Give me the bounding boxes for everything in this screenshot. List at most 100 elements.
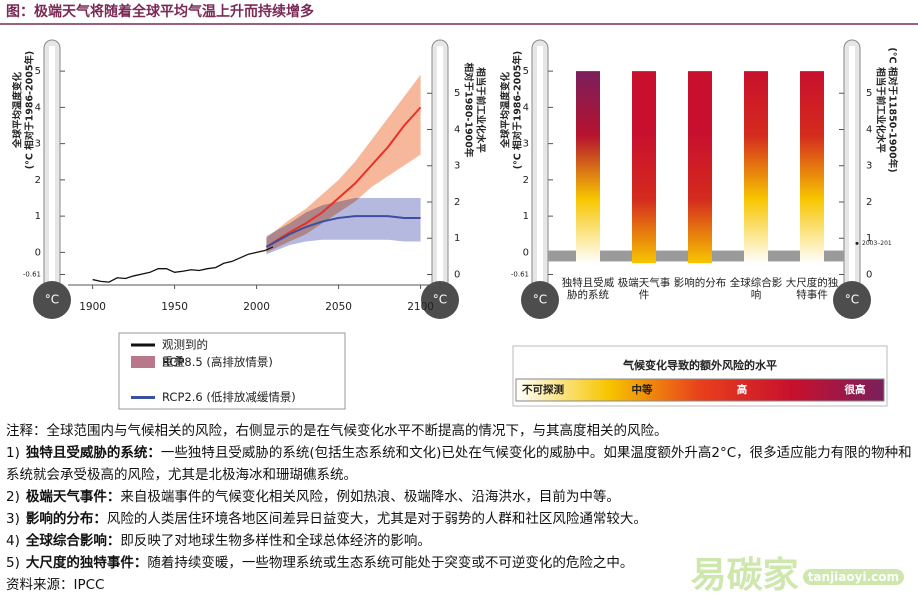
legend-label: RCP8.5 (高排放情景) — [162, 355, 273, 369]
y2-tick-label: 0 — [866, 269, 872, 280]
note-item: 5) 大尺度的独特事件：随着持续变暖，一些物理系统或生态系统可能处于突变或不可逆变… — [6, 552, 912, 574]
y2-tick-label: 2 — [866, 197, 872, 208]
note-head: 独特且受威胁的系统： — [25, 445, 161, 461]
notes: 注释：全球范围内与气候相关的风险，右侧显示的是在气候变化水平不断提高的情况下，与… — [6, 420, 912, 596]
note-num: 4) — [6, 533, 20, 549]
figure-title: 图：极端天气将随着全球平均气温上升而持续增多 — [6, 3, 314, 20]
source: 资料来源：IPCC — [6, 577, 105, 593]
note-num: 5) — [6, 555, 20, 571]
thermometer-core — [849, 46, 855, 286]
uncertainty-band — [266, 198, 421, 255]
annotation: 2003–201 — [862, 240, 892, 247]
bar — [632, 71, 656, 264]
y-tick-label: 5 — [523, 66, 529, 77]
y-tick-label: 4 — [35, 102, 41, 113]
unit-label: °C — [845, 293, 859, 307]
watermark: 易碳家 tanjiaoyi.com — [691, 546, 904, 598]
x-tick-label: 2100 — [407, 301, 434, 313]
y-axis-label: (°C 相对于1986-2005年) — [24, 51, 36, 170]
series-line — [92, 246, 274, 283]
chart: 图：极端天气将随着全球平均气温上升而持续增多 °C °C -0.61 0 1 2 3 4 5 0 1… — [0, 3, 918, 410]
thermometer-bulb — [421, 281, 459, 319]
note-head: 大尺度的独特事件： — [25, 555, 148, 571]
x-tick-label: 全球综合影响 — [729, 277, 783, 301]
y2-tick-label: 0 — [454, 269, 460, 280]
y2-tick-label: 1 — [866, 233, 872, 244]
note-num: 2) — [6, 489, 20, 505]
thermometer-bulb — [33, 281, 71, 319]
note-text: 风险的人类居住环境各地区间差异日益变大，尤其是对于弱势的人群和社区风险通常较大。 — [106, 511, 647, 527]
bar — [800, 71, 824, 264]
y2-axis-label: 相当于前工业化水平 — [875, 67, 887, 153]
x-tick-label: 2050 — [325, 301, 352, 313]
unit-label: °C — [45, 293, 59, 307]
unit-label: °C — [533, 293, 547, 307]
y-tick-label: -0.61 — [511, 270, 529, 278]
note-text: 即反映了对地球生物多样性和全球总体经济的影响。 — [120, 533, 431, 549]
annotation-dot — [855, 241, 859, 245]
y-tick-label: 0 — [523, 247, 529, 258]
bar — [576, 71, 600, 264]
note-items: 1) 独特且受威胁的系统：一些独特且受威胁的系统(包括生态系统和文化)已处在气候变… — [6, 442, 912, 574]
y2-tick-label: 2 — [454, 197, 460, 208]
note-num: 1) — [6, 445, 20, 461]
y2-tick-label: 4 — [866, 124, 872, 135]
thermometer-bulb — [521, 281, 559, 319]
risk-gradient-bar — [515, 378, 885, 402]
unit-label: °C — [433, 293, 447, 307]
risk-level-label: 很高 — [844, 383, 866, 396]
y-tick-label: 2 — [35, 175, 41, 186]
series-line — [265, 215, 421, 248]
watermark-brand: 易碳家 — [690, 555, 799, 596]
watermark-site: tanjiaoyi.com — [802, 569, 904, 585]
note-num: 3) — [6, 511, 20, 527]
thermometer-core — [49, 46, 55, 286]
legend-label: RCP2.6 (低排放减缓情景) — [162, 390, 296, 404]
x-tick-label: 1900 — [79, 301, 106, 313]
risk-level-label: 高 — [737, 383, 748, 396]
thermometer-bulb — [833, 281, 871, 319]
y-tick-label: -0.61 — [23, 270, 41, 278]
y2-tick-label: 5 — [866, 88, 872, 99]
note-head: 全球综合影响： — [25, 533, 121, 549]
legend-swatch — [131, 356, 155, 368]
x-label-box: 大尺度的独特事件 — [786, 277, 839, 301]
note-intro: 注释：全球范围内与气候相关的风险，右侧显示的是在气候变化水平不断提高的情况下，与… — [6, 423, 668, 439]
legend-box — [118, 332, 346, 410]
thermometer-core — [537, 46, 543, 286]
y2-tick-label: 3 — [454, 161, 460, 172]
risk-legend-title: 气候变化导致的额外风险的水平 — [622, 358, 777, 372]
x-label-box: 独特且受威胁的系统 — [561, 277, 615, 301]
note-item: 4) 全球综合影响：即反映了对地球生物多样性和全球总体经济的影响。 — [6, 530, 912, 552]
x-tick-label: 独特且受威胁的系统 — [561, 277, 615, 301]
x-tick-label: 1950 — [161, 301, 188, 313]
y-tick-label: 5 — [35, 66, 41, 77]
x-label-box: 极端天气事件 — [617, 277, 671, 301]
x-label-box: 全球综合影响 — [729, 277, 783, 301]
risk-level-label: 中等 — [632, 383, 653, 396]
y-axis-label: 全球平均温度变化 — [500, 72, 512, 150]
y-tick-label: 3 — [35, 139, 41, 150]
y-tick-label: 4 — [523, 102, 529, 113]
y2-axis-label: (°C 相对于11850-1900年) — [887, 47, 899, 172]
y-axis-label: 全球平均温度变化 — [12, 72, 24, 150]
x-tick-label: 极端天气事件 — [617, 277, 671, 301]
bar — [688, 71, 712, 264]
bar — [744, 71, 768, 264]
y-tick-label: 0 — [35, 247, 41, 258]
note-text: 来自极端事件的气候变化相关风险，例如热浪、极端降水、沿海洪水，目前为中等。 — [120, 489, 620, 505]
x-tick-label: 2000 — [243, 301, 270, 313]
y2-tick-label: 3 — [866, 161, 872, 172]
y2-tick-label: 5 — [454, 88, 460, 99]
note-item: 1) 独特且受威胁的系统：一些独特且受威胁的系统(包括生态系统和文化)已处在气候变… — [6, 442, 912, 486]
y-tick-label: 3 — [523, 139, 529, 150]
x-label-box: 影响的分布 — [673, 277, 727, 289]
legend-label: 观测到的 — [162, 338, 208, 352]
note-item: 2) 极端天气事件：来自极端事件的气候变化相关风险，例如热浪、极端降水、沿海洪水，… — [6, 486, 912, 508]
y2-axis-label: 相当于前工业化水平 — [475, 67, 487, 153]
thermometer-core — [437, 46, 443, 286]
y-tick-label: 1 — [523, 211, 529, 222]
y2-tick-label: 4 — [454, 124, 460, 135]
x-tick-label: 影响的分布 — [673, 277, 727, 289]
